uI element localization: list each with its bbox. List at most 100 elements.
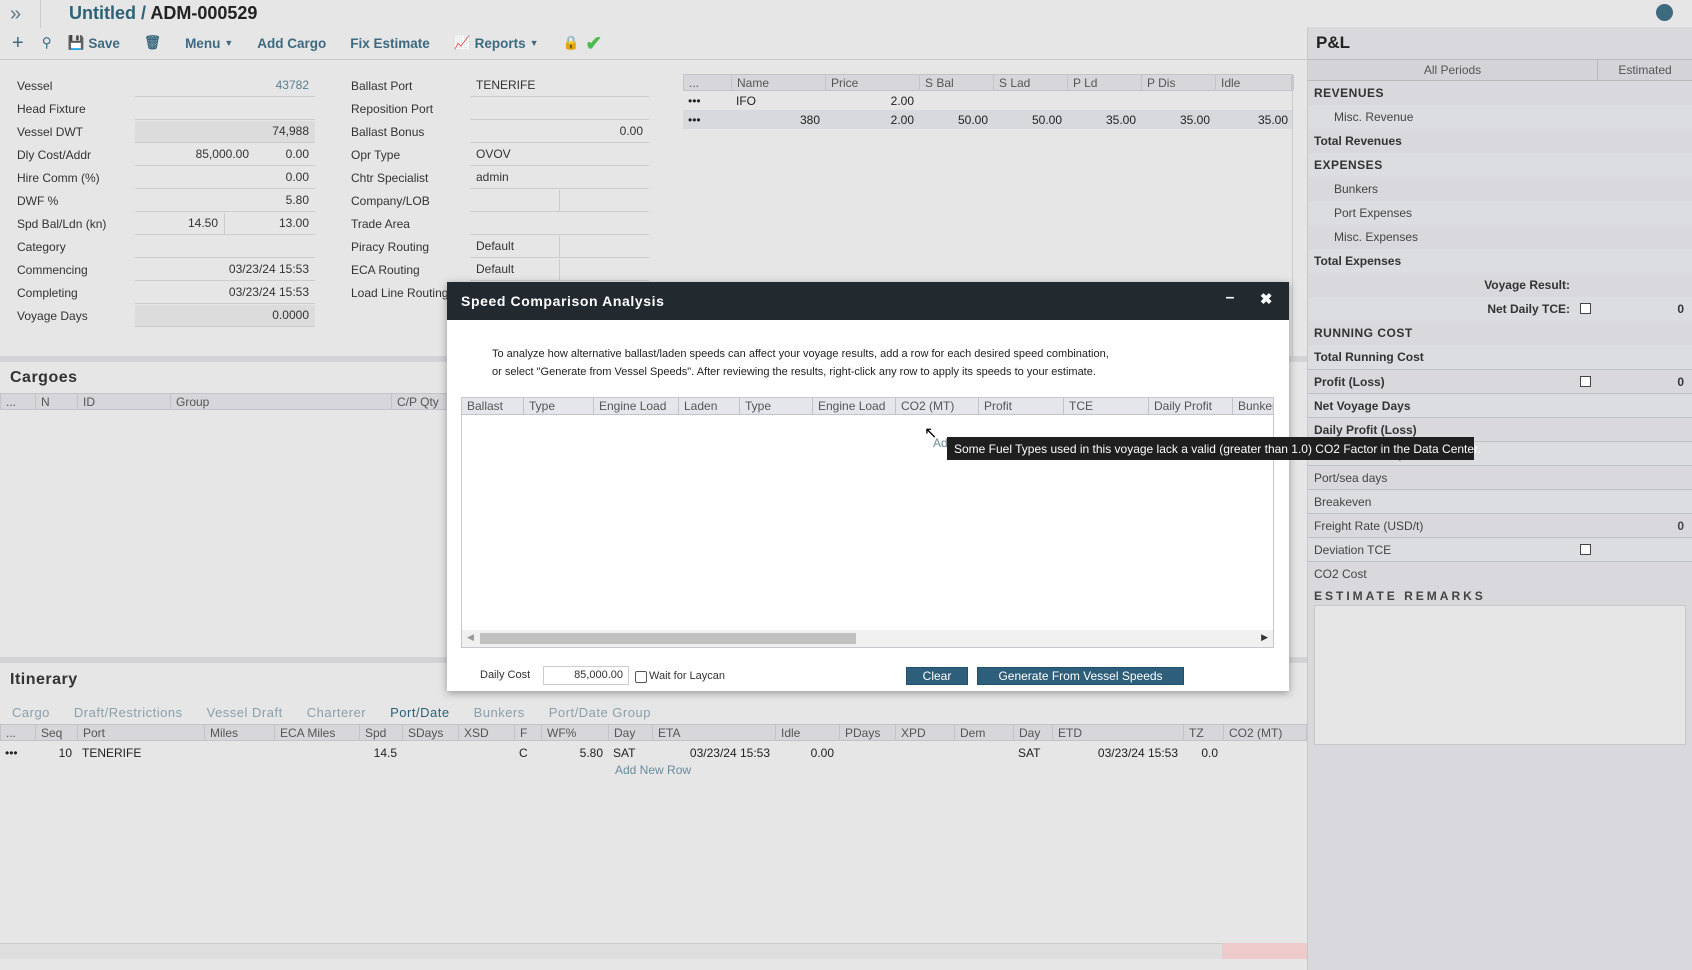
tab-port-date-group[interactable]: Port/Date Group	[548, 705, 651, 720]
field-value-1[interactable]: 85,000.00	[195, 147, 249, 161]
column-header-eta[interactable]: ETA	[653, 725, 776, 740]
field-value-1[interactable]	[470, 189, 560, 211]
field-value-2[interactable]: 13.00	[278, 216, 309, 230]
field-value-2[interactable]	[560, 236, 650, 257]
column-header-day[interactable]: Day	[609, 725, 653, 740]
field-value-2[interactable]	[560, 259, 650, 280]
column-header-sdays[interactable]: SDays	[403, 725, 459, 740]
column-header-etd[interactable]: ETD	[1053, 725, 1184, 740]
column-header-daily-profit[interactable]: Daily Profit	[1149, 398, 1233, 414]
column-header-ballast[interactable]: Ballast	[462, 398, 524, 414]
field-value[interactable]: Default	[470, 235, 650, 258]
column-header-price[interactable]: Price	[826, 75, 920, 90]
clear-button[interactable]: Clear	[906, 667, 968, 685]
column-header-more[interactable]: ...	[1, 394, 36, 409]
tab-vessel-draft[interactable]: Vessel Draft	[206, 705, 283, 720]
pl-col-estimated[interactable]: Estimated	[1618, 63, 1672, 77]
field-value[interactable]: 03/23/24 15:53	[135, 282, 315, 304]
column-header-type[interactable]: Type	[740, 398, 813, 414]
field-value[interactable]: 5.80	[135, 190, 315, 212]
column-header-dem[interactable]: Dem	[955, 725, 1014, 740]
tab-charterer[interactable]: Charterer	[306, 705, 367, 720]
column-header-tz[interactable]: TZ	[1184, 725, 1224, 740]
table-row[interactable]: ••• IFO 2.00	[683, 91, 1292, 110]
field-value-1[interactable]: Default	[470, 258, 560, 280]
field-value[interactable]	[135, 98, 315, 120]
daily-cost-input[interactable]: 85,000.00	[543, 666, 629, 685]
field-value[interactable]: 74,988	[135, 120, 315, 143]
expand-nav-icon[interactable]: »	[10, 3, 22, 25]
add-cargo-button[interactable]: Add Cargo	[257, 35, 327, 51]
column-header-day[interactable]: Day	[1014, 725, 1053, 740]
column-header-wf[interactable]: WF%	[542, 725, 609, 740]
field-value[interactable]: 03/23/24 15:53	[135, 259, 315, 281]
column-header-seq[interactable]: Seq	[36, 725, 78, 740]
field-value-text[interactable]: admin	[476, 170, 509, 184]
column-header-port[interactable]: Port	[78, 725, 205, 740]
pl-checkbox[interactable]	[1580, 544, 1591, 555]
column-header-spd[interactable]: Spd	[360, 725, 403, 740]
menu-button[interactable]: Menu ▼	[185, 36, 233, 51]
tab-draft-restrictions[interactable]: Draft/Restrictions	[73, 705, 183, 720]
column-header-miles[interactable]: Miles	[205, 725, 275, 740]
field-value-text[interactable]: OVOV	[476, 147, 511, 161]
add-icon[interactable]: +	[12, 31, 24, 54]
column-header-type[interactable]: Type	[524, 398, 594, 414]
field-value-text[interactable]: 74,988	[272, 124, 309, 138]
field-value[interactable]: admin	[470, 167, 649, 189]
save-button[interactable]: 💾 Save	[68, 35, 120, 51]
field-value[interactable]: 0.00	[470, 121, 649, 143]
table-row[interactable]: ••• 10 TENERIFE 14.5 C 5.80 SAT 03/23/24 15:53 0…	[0, 741, 1307, 765]
reports-button[interactable]: 📈 Reports ▼	[454, 35, 539, 51]
column-header-bunker[interactable]: Bunker	[1233, 398, 1273, 414]
field-value-1[interactable]: 14.50	[135, 212, 225, 234]
fix-estimate-button[interactable]: Fix Estimate	[350, 35, 430, 51]
field-value-text[interactable]: 03/23/24 15:53	[228, 285, 309, 299]
field-value-text[interactable]: 0.00	[285, 170, 309, 184]
field-value[interactable]: 43782	[135, 75, 315, 97]
horizontal-scrollbar[interactable]	[0, 943, 1307, 959]
column-header-f[interactable]: F	[515, 725, 542, 740]
pl-checkbox[interactable]	[1580, 303, 1591, 314]
field-value[interactable]: 0.0000	[135, 304, 315, 327]
column-header-more[interactable]: ...	[684, 75, 732, 90]
column-header-pdays[interactable]: PDays	[840, 725, 896, 740]
field-value-text[interactable]: 43782	[275, 78, 309, 92]
generate-from-vessel-speeds-button[interactable]: Generate From Vessel Speeds	[977, 667, 1184, 685]
field-value-text[interactable]: 0.0000	[272, 308, 309, 322]
pl-checkbox[interactable]	[1580, 376, 1591, 387]
grid-scrollbar[interactable]: ◀ ▶	[462, 630, 1273, 647]
column-header-xsd[interactable]: XSD	[459, 725, 515, 740]
search-icon[interactable]: ⚲	[41, 35, 52, 50]
minimize-icon[interactable]: –	[1225, 289, 1235, 306]
column-header-engine-load[interactable]: Engine Load	[594, 398, 679, 414]
field-value[interactable]: TENERIFE	[470, 75, 649, 97]
field-value-text[interactable]: 0.00	[619, 124, 643, 138]
scroll-left-icon[interactable]: ◀	[467, 632, 474, 642]
field-value-text[interactable]: 03/23/24 15:53	[228, 262, 309, 276]
field-value[interactable]: OVOV	[470, 144, 649, 166]
column-header-profit[interactable]: Profit	[979, 398, 1064, 414]
field-value-2[interactable]	[560, 190, 650, 211]
tab-bunkers[interactable]: Bunkers	[473, 705, 525, 720]
scrollbar-thumb[interactable]	[480, 633, 856, 644]
column-header-name[interactable]: Name	[732, 75, 826, 90]
table-row[interactable]: ••• 380 2.00 50.00 50.00 35.00 35.00 35.00	[683, 110, 1292, 129]
column-header-co2-mt[interactable]: CO2 (MT)	[1224, 725, 1308, 740]
check-icon[interactable]: ✔	[585, 32, 603, 55]
close-icon[interactable]: ✖	[1259, 291, 1273, 308]
column-header-laden[interactable]: Laden	[679, 398, 740, 414]
field-value[interactable]	[470, 213, 649, 235]
column-header-p-dis[interactable]: P Dis	[1142, 75, 1216, 90]
column-header-co2-mt[interactable]: CO2 (MT)	[896, 398, 979, 414]
column-header-s-lad[interactable]: S Lad	[994, 75, 1068, 90]
remarks-textarea[interactable]	[1314, 605, 1686, 745]
field-value-text[interactable]: TENERIFE	[476, 78, 536, 92]
delete-icon[interactable]: 🗑	[143, 35, 162, 50]
add-new-row-link[interactable]: Add New Row	[615, 763, 692, 777]
column-header-n[interactable]: N	[36, 394, 78, 409]
field-value-2[interactable]: 0.00	[285, 147, 309, 161]
field-value[interactable]	[470, 189, 650, 212]
add-row-link[interactable]: Ad	[933, 436, 948, 450]
table-row[interactable]	[462, 415, 1273, 434]
